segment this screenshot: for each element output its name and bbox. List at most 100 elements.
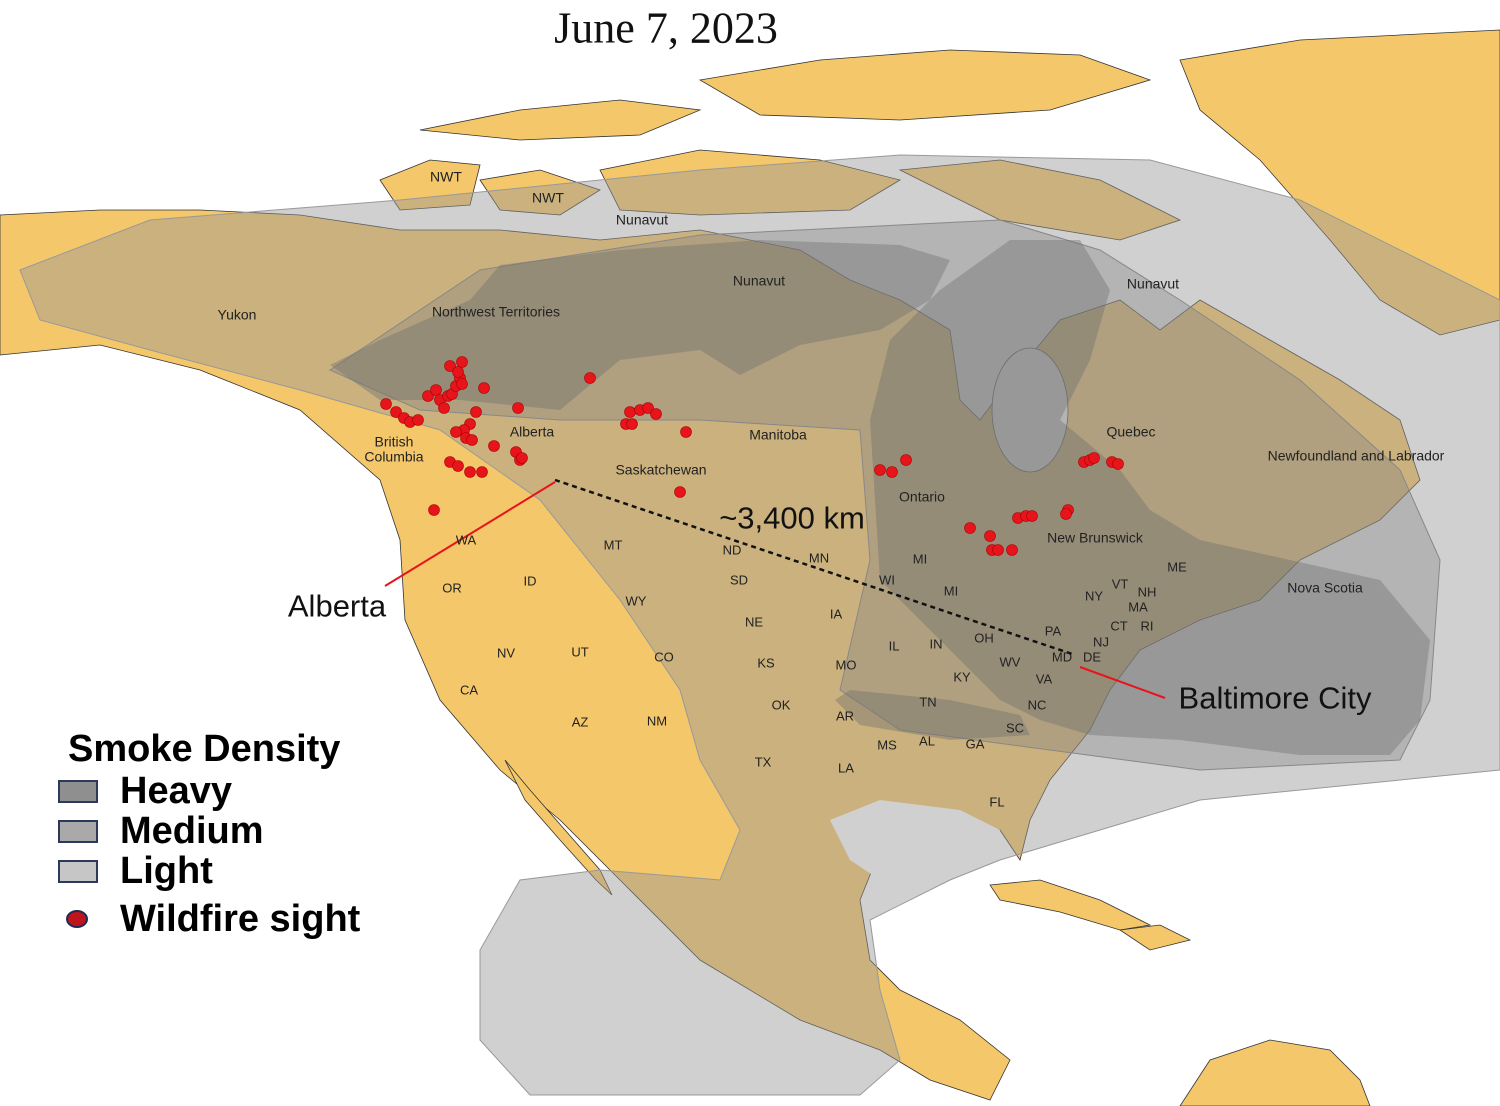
gulf-of-mexico: [830, 800, 1000, 890]
arctic-island: [379, 159, 481, 211]
wildfire-marker: [680, 426, 692, 438]
wildfire-marker: [1060, 508, 1072, 520]
wildfire-marker: [1088, 452, 1100, 464]
legend-label: Light: [120, 849, 213, 892]
state-label: MA: [1128, 599, 1148, 615]
state-label: OH: [974, 630, 994, 646]
legend-item-medium: Medium: [58, 809, 360, 852]
arctic-island: [599, 149, 902, 216]
medium-swatch: [58, 819, 98, 843]
wildfire-dot-icon: [66, 910, 88, 928]
wildfire-marker: [476, 466, 488, 478]
region-label: Alberta: [509, 423, 555, 440]
state-label: VT: [1111, 576, 1129, 592]
state-label: MI: [912, 551, 928, 567]
light-swatch: [58, 859, 98, 883]
state-label: FL: [989, 794, 1005, 810]
wildfire-marker: [488, 440, 500, 452]
wildfire-marker: [992, 544, 1004, 556]
wildfire-marker: [380, 398, 392, 410]
land-layer: [0, 29, 1500, 1106]
state-label: AR: [835, 708, 855, 724]
wildfire-marker: [900, 454, 912, 466]
wildfire-marker: [874, 464, 886, 476]
smoke-layer: [19, 154, 1500, 1096]
state-label: NY: [1084, 588, 1104, 604]
region-label: Ontario: [899, 488, 945, 505]
wildfire-marker: [464, 466, 476, 478]
region-label: Nunavut: [1126, 275, 1180, 292]
region-label: Yukon: [217, 306, 257, 323]
region-label: Quebec: [1106, 423, 1156, 440]
state-label: ME: [1167, 559, 1187, 575]
state-label: NE: [744, 614, 764, 630]
state-label: ID: [523, 573, 537, 589]
wildfire-marker: [642, 402, 654, 414]
wildfire-marker: [674, 486, 686, 498]
wildfire-marker: [390, 406, 402, 418]
wildfire-marker: [456, 378, 468, 390]
hispaniola: [1118, 924, 1192, 951]
wildfire-marker: [650, 408, 662, 420]
legend-label: Wildfire sight: [120, 897, 361, 940]
wildfire-marker: [512, 402, 524, 414]
greenland: [1179, 29, 1500, 336]
state-label: WA: [455, 532, 477, 548]
region-label: Saskatchewan: [615, 461, 707, 478]
state-label: NM: [646, 713, 668, 729]
wildfire-marker: [626, 418, 638, 430]
smoke-heavy: [870, 240, 1430, 755]
wildfire-layer: [380, 356, 1124, 556]
region-label: Nunavut: [732, 272, 786, 289]
state-label: MI: [943, 583, 959, 599]
distance-label: ~3,400 km: [719, 500, 865, 536]
hudson-bay: [991, 347, 1069, 473]
legend-title: Smoke Density: [68, 728, 341, 770]
legend-label: Heavy: [120, 769, 232, 812]
state-label: LA: [838, 760, 854, 776]
region-label: New Brunswick: [1047, 529, 1143, 546]
wildfire-marker: [1006, 544, 1018, 556]
state-label: CA: [459, 682, 479, 698]
state-label: SC: [1005, 720, 1025, 736]
state-label: RI: [1140, 618, 1154, 634]
wildfire-marker: [456, 356, 468, 368]
state-label: NC: [1027, 697, 1047, 713]
legend: Smoke Density Heavy Medium Light Wildfir…: [58, 728, 361, 940]
state-label: AL: [919, 733, 935, 749]
wildfire-marker: [430, 384, 442, 396]
wildfire-marker: [422, 390, 434, 402]
state-label: IL: [888, 638, 900, 654]
state-label: UT: [571, 644, 589, 660]
smoke-heavy: [835, 690, 1030, 740]
state-label: MO: [835, 657, 857, 673]
legend-item-light: Light: [58, 849, 360, 892]
baltimore-city-label: Baltimore City: [1178, 680, 1372, 716]
state-label: GA: [965, 736, 985, 752]
wildfire-marker: [964, 522, 976, 534]
state-label: KY: [953, 669, 971, 685]
state-label: MS: [877, 737, 897, 753]
state-label: TX: [754, 754, 772, 770]
baja-peninsula: [504, 759, 613, 896]
arctic-island: [479, 169, 601, 216]
heavy-swatch: [58, 779, 98, 803]
region-label: NWT: [532, 189, 564, 206]
legend-label: Medium: [120, 809, 264, 852]
state-label: VA: [1035, 671, 1053, 687]
smoke-light: [19, 154, 1500, 1096]
state-label: IN: [929, 636, 943, 652]
state-label: NH: [1137, 584, 1157, 600]
map-title: June 7, 2023: [554, 3, 778, 53]
state-label: NV: [496, 645, 516, 661]
wildfire-marker: [428, 504, 440, 516]
region-label: Northwest Territories: [431, 303, 561, 320]
state-label: OK: [771, 697, 791, 713]
state-label: MT: [603, 537, 623, 553]
wildfire-marker: [1026, 510, 1038, 522]
region-label: Newfoundland and Labrador: [1267, 447, 1445, 464]
region-label: NWT: [430, 168, 462, 185]
wildfire-marker: [452, 460, 464, 472]
wildfire-marker: [584, 372, 596, 384]
